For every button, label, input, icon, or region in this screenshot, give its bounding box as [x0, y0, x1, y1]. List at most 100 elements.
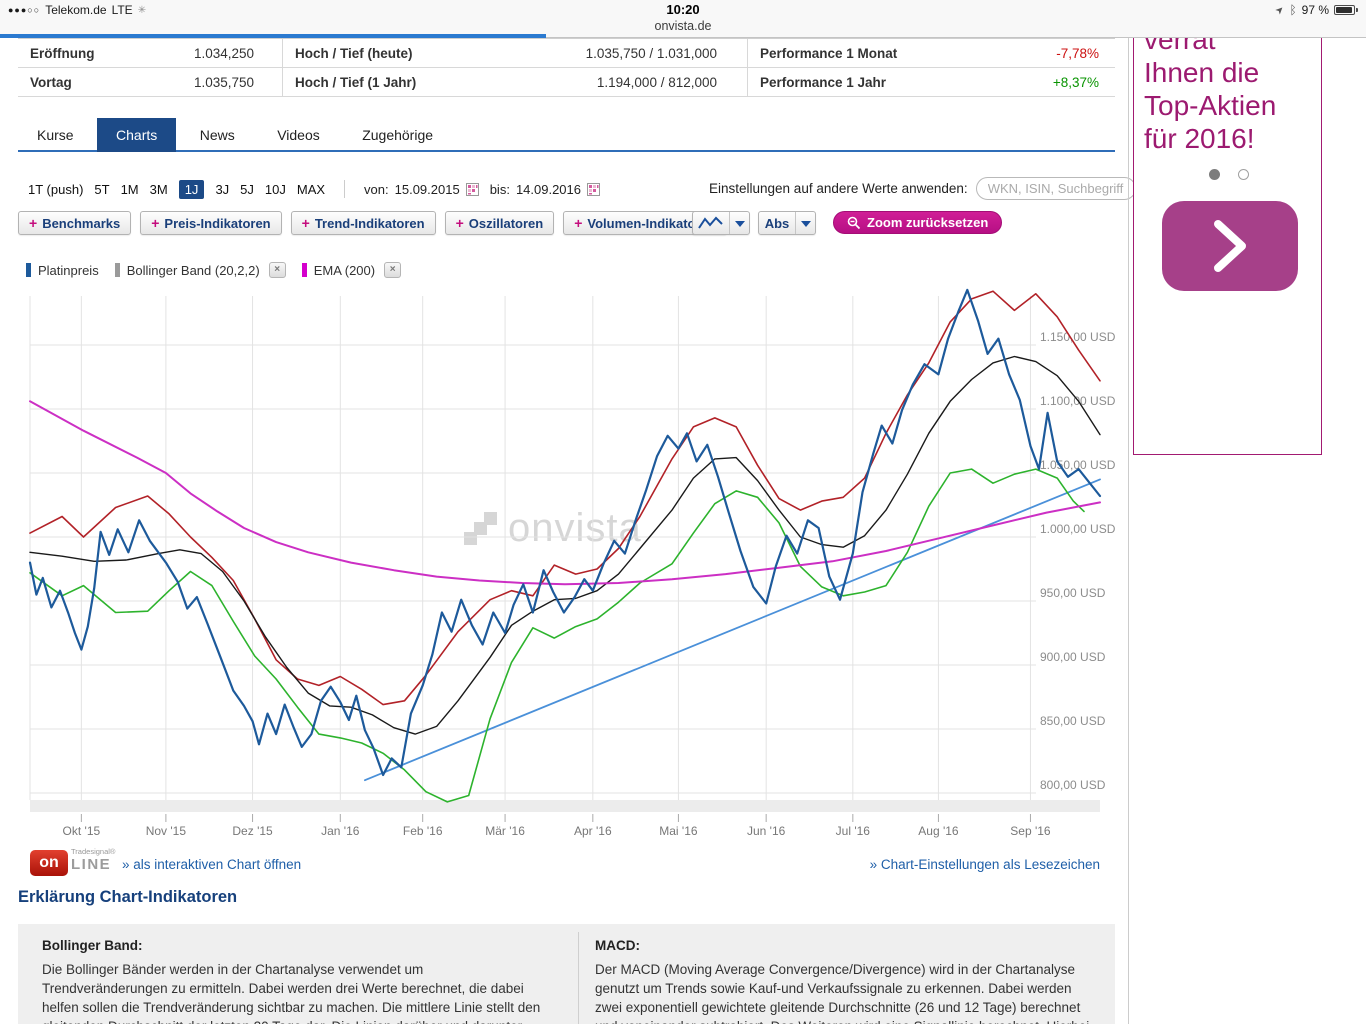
tab-charts[interactable]: Charts: [97, 118, 176, 152]
zoom-reset-button[interactable]: Zoom zurücksetzen: [833, 211, 1002, 234]
tradesignal-logo[interactable]: Tradesignal® on LINE: [30, 847, 122, 877]
site-title: onvista.de: [0, 19, 1366, 33]
clock: 10:20: [0, 2, 1366, 17]
preis-indikatoren-label: Preis-Indikatoren: [164, 216, 270, 231]
highlow-today-label: Hoch / Tief (heute): [295, 46, 413, 61]
chart-settings-bookmark-link[interactable]: » Chart-Einstellungen als Lesezeichen: [870, 857, 1100, 872]
chart-type-dropdown[interactable]: [692, 211, 750, 235]
chevron-down-icon[interactable]: [795, 212, 815, 234]
date-to-value[interactable]: 14.09.2016: [516, 182, 581, 197]
prev-close-value: 1.035,750: [194, 75, 254, 90]
bollinger-explanation: Bollinger Band: Die Bollinger Bänder wer…: [42, 938, 547, 1024]
svg-text:Jun '16: Jun '16: [747, 824, 786, 838]
benchmarks-label: Benchmarks: [42, 216, 120, 231]
tab-kurse[interactable]: Kurse: [18, 118, 93, 152]
range-1t[interactable]: 1T (push): [28, 182, 83, 197]
macd-explanation: MACD: Der MACD (Moving Average Convergen…: [595, 938, 1100, 1024]
svg-text:900,00 USD: 900,00 USD: [1040, 650, 1106, 664]
plus-icon: +: [302, 215, 310, 231]
calendar-icon[interactable]: [587, 183, 600, 196]
benchmarks-button[interactable]: +Benchmarks: [18, 211, 131, 235]
range-1j[interactable]: 1J: [179, 180, 205, 199]
bollinger-text: Die Bollinger Bänder werden in der Chart…: [42, 960, 547, 1024]
advertisement[interactable]: verrät Ihnen die Top-Aktien für 2016!: [1133, 22, 1322, 455]
oszillatoren-label: Oszillatoren: [469, 216, 543, 231]
content-sidebar-divider: [1128, 38, 1129, 1024]
trend-indikatoren-button[interactable]: + Trend-Indikatoren: [291, 211, 436, 235]
ios-status-bar: ●●●○○ Telekom.de LTE ✳ 10:20 onvista.de …: [0, 0, 1366, 38]
open-label: Eröffnung: [30, 46, 94, 61]
plus-icon: +: [151, 215, 159, 231]
open-value: 1.034,250: [194, 46, 254, 61]
range-10j[interactable]: 10J: [265, 182, 286, 197]
explanation-heading: Erklärung Chart-Indikatoren: [18, 888, 237, 907]
quote-table: Eröffnung 1.034,250 Hoch / Tief (heute) 1.…: [18, 38, 1115, 97]
svg-text:Feb '16: Feb '16: [403, 824, 443, 838]
date-from-value[interactable]: 15.09.2015: [395, 182, 460, 197]
tradesignal-line-text: LINE: [71, 856, 111, 873]
range-max[interactable]: MAX: [297, 182, 325, 197]
trend-indikatoren-label: Trend-Indikatoren: [315, 216, 425, 231]
carousel-dots: [1209, 169, 1249, 180]
svg-text:Nov '15: Nov '15: [146, 824, 187, 838]
legend-item-bollinger: Bollinger Band (20,2,2) ×: [115, 262, 286, 278]
tab-videos[interactable]: Videos: [258, 118, 339, 152]
tab-zugehoerige[interactable]: Zugehörige: [343, 118, 452, 152]
range-bar: 1T (push) 5T 1M 3M 1J 3J 5J 10J MAX von:…: [28, 178, 600, 200]
preis-indikatoren-button[interactable]: + Preis-Indikatoren: [140, 211, 281, 235]
table-row: Eröffnung 1.034,250 Hoch / Tief (heute) 1.…: [18, 39, 1115, 68]
chevron-down-icon[interactable]: [729, 212, 749, 234]
tradesignal-on-badge: on: [30, 850, 68, 876]
remove-indicator-button[interactable]: ×: [384, 262, 401, 278]
svg-text:Jan '16: Jan '16: [321, 824, 360, 838]
zoom-out-icon: [847, 216, 861, 230]
search-input[interactable]: [976, 177, 1136, 200]
svg-text:950,00 USD: 950,00 USD: [1040, 586, 1106, 600]
legend-label: EMA (200): [314, 263, 375, 278]
ad-next-button[interactable]: [1162, 201, 1298, 291]
carousel-dot-active[interactable]: [1209, 169, 1220, 180]
carousel-dot[interactable]: [1238, 169, 1249, 180]
macd-title: MACD:: [595, 938, 1100, 953]
svg-text:Mär '16: Mär '16: [485, 824, 525, 838]
series-swatch: [26, 263, 31, 277]
plus-icon: +: [574, 215, 582, 231]
divider: [344, 180, 345, 198]
range-1m[interactable]: 1M: [121, 182, 139, 197]
svg-text:Apr '16: Apr '16: [574, 824, 612, 838]
open-interactive-chart-link[interactable]: » als interaktiven Chart öffnen: [122, 857, 301, 872]
svg-text:Mai '16: Mai '16: [659, 824, 698, 838]
abs-label: Abs: [759, 212, 795, 234]
abs-dropdown[interactable]: Abs: [758, 211, 816, 235]
perf-1y-value: +8,37%: [1053, 75, 1099, 90]
range-3m[interactable]: 3M: [150, 182, 168, 197]
perf-1m-value: -7,78%: [1056, 46, 1099, 61]
status-center: 10:20 onvista.de: [0, 2, 1366, 33]
zoom-reset-label: Zoom zurücksetzen: [867, 215, 988, 230]
calendar-icon[interactable]: [466, 183, 479, 196]
prev-close-label: Vortag: [30, 75, 72, 90]
table-row: Vortag1.035,750 Hoch / Tief (1 Jahr)1.19…: [18, 68, 1115, 97]
battery-percent: 97 %: [1302, 3, 1329, 17]
ad-headline: verrät Ihnen die Top-Aktien für 2016!: [1144, 23, 1276, 155]
highlow-today-value: 1.035,750 / 1.031,000: [586, 46, 717, 61]
perf-1y-label: Performance 1 Jahr: [760, 75, 886, 90]
oszillatoren-button[interactable]: + Oszillatoren: [445, 211, 555, 235]
range-3j[interactable]: 3J: [215, 182, 229, 197]
range-5t[interactable]: 5T: [94, 182, 109, 197]
highlow-1y-value: 1.194,000 / 812,000: [597, 75, 717, 90]
svg-text:Jul '16: Jul '16: [836, 824, 871, 838]
bluetooth-icon: ᛒ: [1289, 3, 1296, 17]
svg-text:Okt '15: Okt '15: [63, 824, 101, 838]
remove-indicator-button[interactable]: ×: [269, 262, 286, 278]
tradesignal-brand-text: Tradesignal®: [71, 847, 115, 856]
range-5j[interactable]: 5J: [240, 182, 254, 197]
plus-icon: +: [456, 215, 464, 231]
tab-news[interactable]: News: [181, 118, 254, 152]
chart-legend: Platinpreis Bollinger Band (20,2,2) × EM…: [26, 262, 417, 278]
ad-line: Ihnen die: [1144, 56, 1276, 89]
apply-settings-group: Einstellungen auf andere Werte anwenden:: [709, 177, 1136, 200]
status-right: ➤ ᛒ 97 %: [1276, 3, 1358, 17]
price-chart[interactable]: 1.150,00 USD1.100,00 USD1.050,00 USD1.00…: [0, 288, 1128, 846]
section-tabs: Kurse Charts News Videos Zugehörige: [18, 118, 1115, 152]
